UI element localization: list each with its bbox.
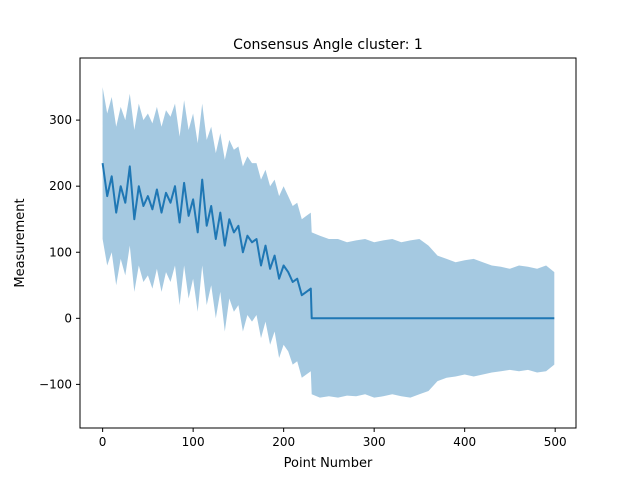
- x-tick-label: 300: [363, 435, 386, 449]
- y-axis: −100 0 100 200 300: [39, 113, 80, 391]
- y-tick-label: 200: [49, 179, 72, 193]
- y-axis-label: Measurement: [13, 198, 28, 287]
- x-tick-label: 500: [544, 435, 567, 449]
- confidence-band: [102, 87, 555, 398]
- x-axis-label: Point Number: [284, 456, 373, 471]
- y-tick-label: −100: [39, 377, 72, 391]
- plot-frame: [79, 57, 577, 429]
- chart-title: Consensus Angle cluster: 1: [233, 37, 423, 53]
- x-tick-label: 400: [453, 435, 476, 449]
- plot-layer: [101, 87, 555, 398]
- x-tick-label: 0: [99, 435, 107, 449]
- series-line: [101, 162, 555, 320]
- x-tick-label: 200: [272, 435, 295, 449]
- y-tick-label: 0: [64, 311, 72, 325]
- y-tick-label: 100: [49, 245, 72, 259]
- x-tick-label: 100: [182, 435, 205, 449]
- y-tick-label: 300: [49, 113, 72, 127]
- x-axis: 0 100 200 300 400 500: [99, 428, 567, 449]
